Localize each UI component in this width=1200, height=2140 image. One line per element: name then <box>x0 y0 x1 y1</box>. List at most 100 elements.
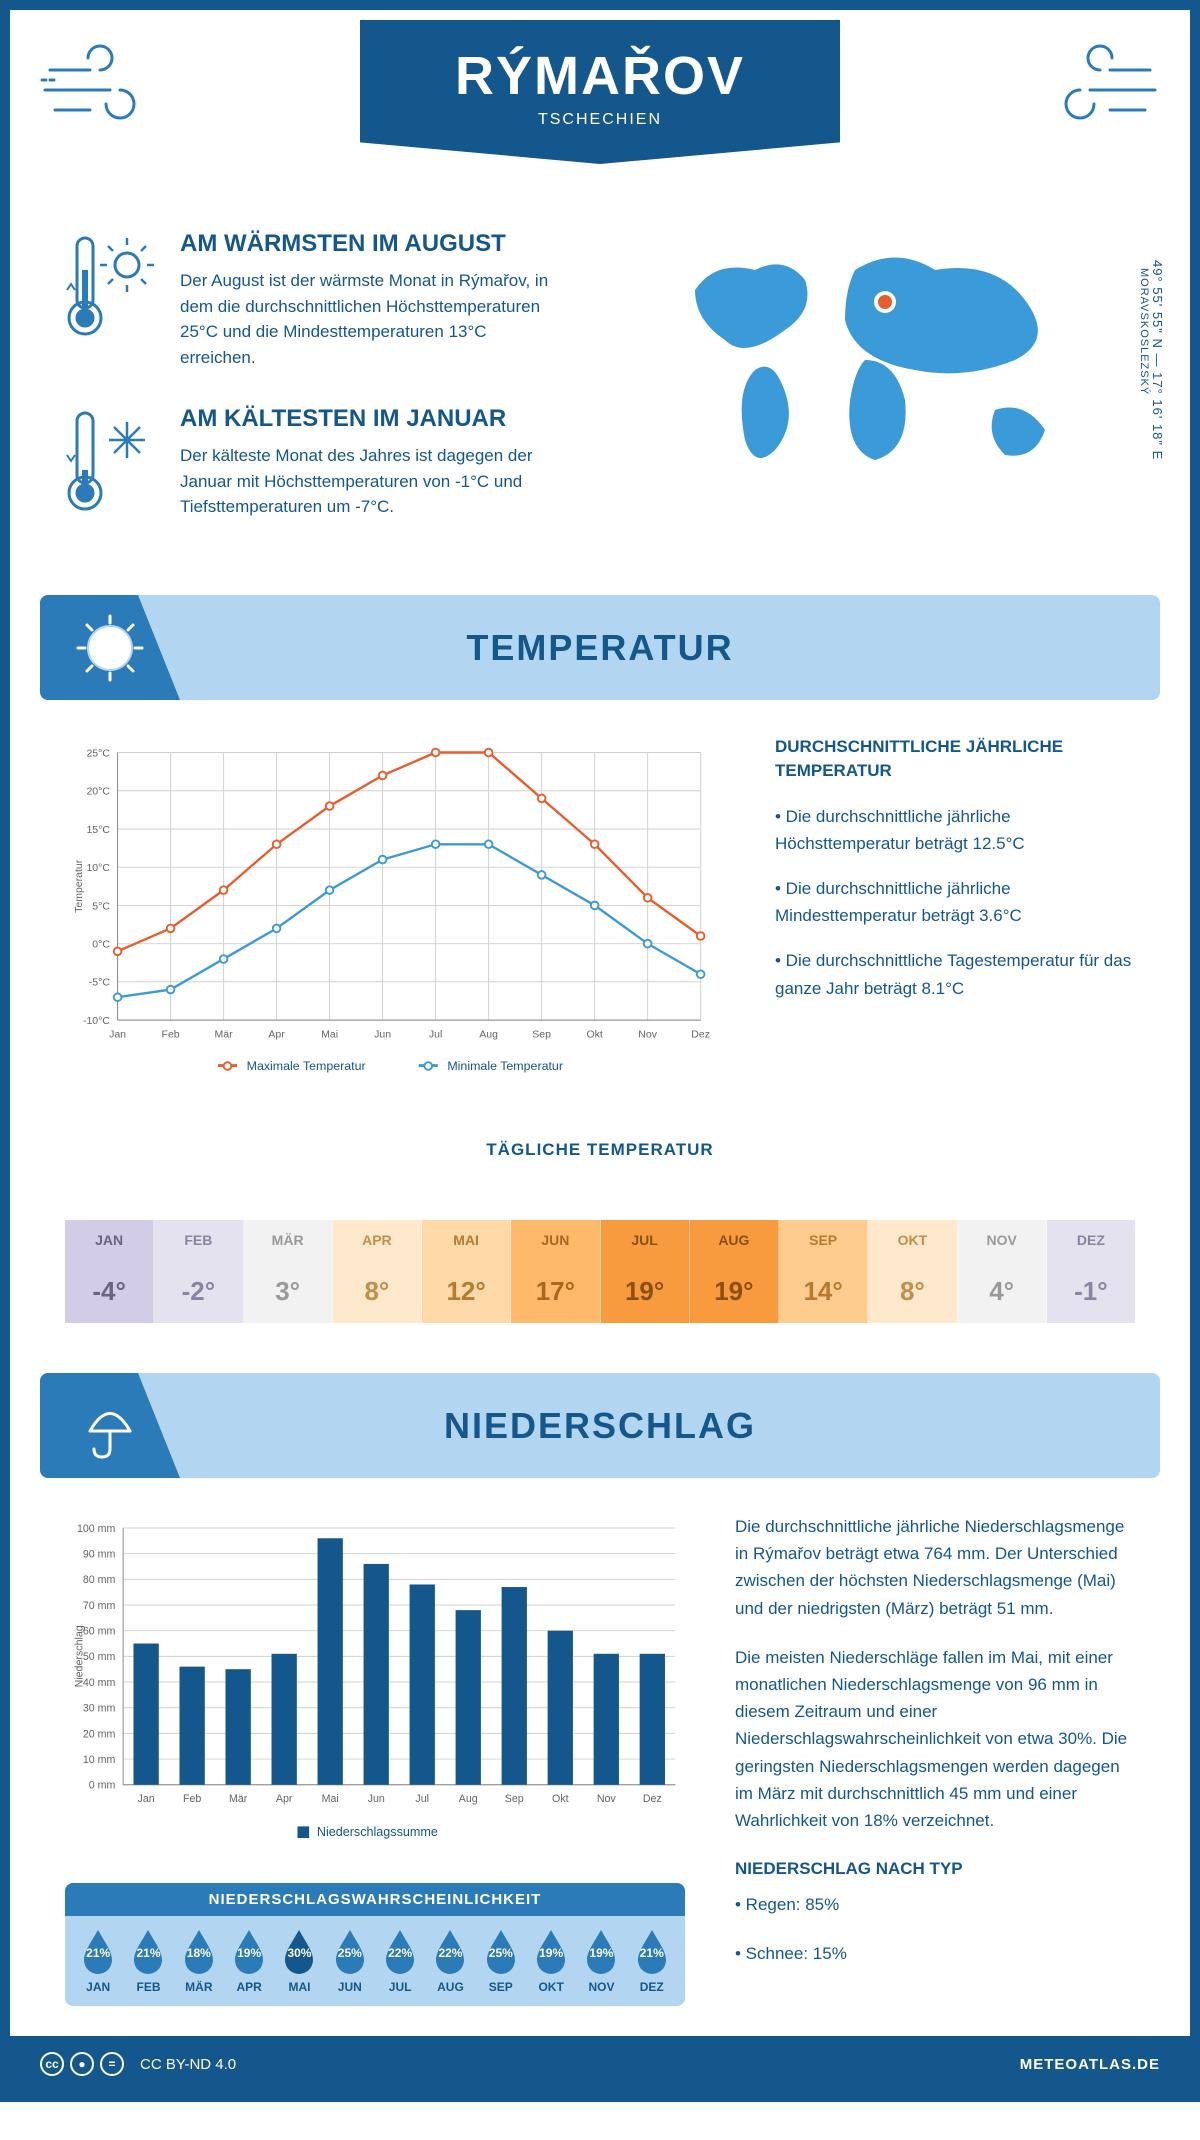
svg-text:0°C: 0°C <box>92 939 110 951</box>
daily-temp-title: TÄGLICHE TEMPERATUR <box>65 1140 1135 1160</box>
temperature-info: DURCHSCHNITTLICHE JÄHRLICHE TEMPERATUR •… <box>775 735 1135 1100</box>
svg-text:Jun: Jun <box>374 1028 391 1040</box>
svg-text:15°C: 15°C <box>86 824 110 836</box>
raindrop-icon: 19% <box>533 1928 569 1974</box>
prob-cell: 30% MAI <box>274 1928 324 1994</box>
prob-cell: 18% MÄR <box>174 1928 224 1994</box>
coldest-block: AM KÄLTESTEN IM JANUAR Der kälteste Mona… <box>65 405 625 520</box>
coldest-text: Der kälteste Monat des Jahres ist dagege… <box>180 443 560 520</box>
country-label: TSCHECHIEN <box>360 111 840 129</box>
title-banner: RÝMAŘOV TSCHECHIEN <box>360 20 840 164</box>
svg-text:Dez: Dez <box>643 1793 662 1805</box>
prob-cell: 22% JUL <box>375 1928 425 1994</box>
svg-text:25°C: 25°C <box>86 747 110 759</box>
daily-cell: JUL 19° <box>601 1220 690 1323</box>
raindrop-icon: 22% <box>432 1928 468 1974</box>
raindrop-icon: 21% <box>634 1928 670 1974</box>
wind-icon <box>1030 40 1160 135</box>
svg-text:40 mm: 40 mm <box>83 1677 116 1689</box>
precipitation-chart: 0 mm10 mm20 mm30 mm40 mm50 mm60 mm70 mm8… <box>65 1513 685 1858</box>
thermometer-cold-icon <box>65 405 155 520</box>
raindrop-icon: 25% <box>483 1928 519 1974</box>
svg-text:Jul: Jul <box>429 1028 442 1040</box>
daily-cell: AUG 19° <box>690 1220 779 1323</box>
prob-cell: 19% NOV <box>576 1928 626 1994</box>
svg-text:Temperatur: Temperatur <box>73 859 85 913</box>
intro-section: AM WÄRMSTEN IM AUGUST Der August ist der… <box>10 210 1190 595</box>
svg-text:5°C: 5°C <box>92 900 110 912</box>
header: RÝMAŘOV TSCHECHIEN <box>10 10 1190 210</box>
svg-text:Mär: Mär <box>229 1793 248 1805</box>
prob-cell: 19% APR <box>224 1928 274 1994</box>
raindrop-icon: 22% <box>382 1928 418 1974</box>
svg-text:Aug: Aug <box>459 1793 478 1805</box>
license-icons: cc ● = CC BY-ND 4.0 <box>40 2052 236 2076</box>
prob-cell: 21% FEB <box>123 1928 173 1994</box>
daily-cell: SEP 14° <box>779 1220 868 1323</box>
svg-text:0 mm: 0 mm <box>89 1780 116 1792</box>
svg-text:10°C: 10°C <box>86 862 110 874</box>
daily-cell: DEZ -1° <box>1047 1220 1135 1323</box>
temperature-header: TEMPERATUR <box>40 595 1160 700</box>
svg-text:Mai: Mai <box>322 1793 339 1805</box>
daily-cell: NOV 4° <box>958 1220 1047 1323</box>
prob-cell: 25% SEP <box>476 1928 526 1994</box>
precipitation-probability: NIEDERSCHLAGSWAHRSCHEINLICHKEIT 21% JAN … <box>65 1883 685 2006</box>
svg-text:80 mm: 80 mm <box>83 1574 116 1586</box>
daily-temp-grid: JAN -4° FEB -2° MÄR 3° APR 8° MAI 12° JU… <box>65 1220 1135 1323</box>
svg-text:20 mm: 20 mm <box>83 1728 116 1740</box>
svg-text:Nov: Nov <box>597 1793 617 1805</box>
svg-text:30 mm: 30 mm <box>83 1703 116 1715</box>
prob-cell: 25% JUN <box>325 1928 375 1994</box>
raindrop-icon: 18% <box>181 1928 217 1974</box>
svg-text:90 mm: 90 mm <box>83 1549 116 1561</box>
raindrop-icon: 30% <box>281 1928 317 1974</box>
daily-cell: JAN -4° <box>65 1220 154 1323</box>
city-title: RÝMAŘOV <box>360 45 840 107</box>
svg-text:Sep: Sep <box>532 1028 551 1040</box>
prob-cell: 21% JAN <box>73 1928 123 1994</box>
svg-text:Mai: Mai <box>321 1028 338 1040</box>
svg-text:Sep: Sep <box>505 1793 524 1805</box>
svg-text:Niederschlag: Niederschlag <box>73 1625 85 1687</box>
precipitation-header: NIEDERSCHLAG <box>40 1373 1160 1478</box>
svg-text:100 mm: 100 mm <box>77 1523 116 1535</box>
svg-text:Jan: Jan <box>138 1793 155 1805</box>
svg-text:-10°C: -10°C <box>83 1015 110 1027</box>
coldest-title: AM KÄLTESTEN IM JANUAR <box>180 405 560 433</box>
warmest-block: AM WÄRMSTEN IM AUGUST Der August ist der… <box>65 230 625 370</box>
svg-text:60 mm: 60 mm <box>83 1626 116 1638</box>
temperature-title: TEMPERATUR <box>40 627 1160 669</box>
svg-text:Okt: Okt <box>586 1028 602 1040</box>
svg-text:Jan: Jan <box>109 1028 126 1040</box>
svg-text:Apr: Apr <box>276 1793 293 1805</box>
svg-text:-5°C: -5°C <box>89 977 111 989</box>
svg-text:10 mm: 10 mm <box>83 1754 116 1766</box>
svg-text:Aug: Aug <box>479 1028 498 1040</box>
svg-text:Jul: Jul <box>415 1793 429 1805</box>
svg-text:Niederschlagssumme: Niederschlagssumme <box>317 1825 438 1839</box>
svg-text:Dez: Dez <box>691 1028 710 1040</box>
temperature-chart: -10°C-5°C0°C5°C10°C15°C20°C25°CJanFebMär… <box>65 735 715 1100</box>
warmest-title: AM WÄRMSTEN IM AUGUST <box>180 230 560 258</box>
svg-text:Feb: Feb <box>162 1028 180 1040</box>
warmest-text: Der August ist der wärmste Monat in Rýma… <box>180 268 560 370</box>
svg-text:Feb: Feb <box>183 1793 201 1805</box>
daily-cell: JUN 17° <box>511 1220 600 1323</box>
world-map: 49° 55' 55" N — 17° 16' 18" E MORAVSKOSL… <box>655 230 1135 555</box>
daily-cell: OKT 8° <box>868 1220 957 1323</box>
svg-text:50 mm: 50 mm <box>83 1651 116 1663</box>
site-name: METEOATLAS.DE <box>1020 2056 1160 2073</box>
daily-cell: MÄR 3° <box>244 1220 333 1323</box>
raindrop-icon: 21% <box>130 1928 166 1974</box>
raindrop-icon: 19% <box>583 1928 619 1974</box>
svg-text:Nov: Nov <box>638 1028 657 1040</box>
svg-text:Okt: Okt <box>552 1793 569 1805</box>
raindrop-icon: 25% <box>332 1928 368 1974</box>
daily-cell: MAI 12° <box>422 1220 511 1323</box>
svg-text:Minimale Temperatur: Minimale Temperatur <box>447 1059 563 1073</box>
daily-cell: FEB -2° <box>154 1220 243 1323</box>
prob-cell: 19% OKT <box>526 1928 576 1994</box>
raindrop-icon: 19% <box>231 1928 267 1974</box>
svg-text:Maximale Temperatur: Maximale Temperatur <box>247 1059 366 1073</box>
